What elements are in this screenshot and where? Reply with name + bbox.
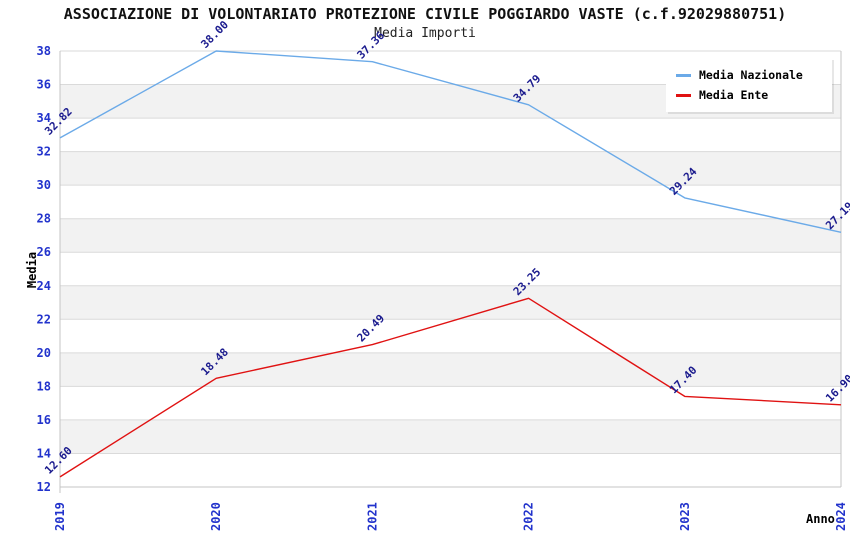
band	[60, 352, 841, 387]
y-tick-label: 16	[37, 413, 51, 427]
y-tick-label: 22	[37, 312, 51, 326]
data-label: 37.36	[355, 29, 388, 62]
chart-title: ASSOCIAZIONE DI VOLONTARIATO PROTEZIONE …	[63, 5, 787, 23]
x-tick-label: 2022	[522, 502, 536, 531]
y-tick-label: 38	[37, 44, 51, 58]
x-tick-label: 2021	[365, 502, 379, 531]
y-tick-label: 26	[37, 245, 51, 259]
band	[60, 218, 841, 253]
media-ente-swatch	[676, 93, 691, 97]
x-tick-label: 2024	[834, 502, 848, 531]
x-axis-title: Anno	[806, 512, 835, 526]
y-tick-label: 32	[37, 145, 51, 159]
y-tick-label: 18	[37, 379, 51, 393]
y-tick-label: 20	[37, 346, 51, 360]
y-tick-label: 34	[37, 111, 51, 125]
chart-legend: Media Nazionale Media Ente	[666, 58, 832, 112]
y-tick-label: 12	[37, 480, 51, 494]
media-nazionale-swatch	[676, 73, 691, 77]
series-line-media-ente	[59, 297, 842, 478]
y-tick-label: 24	[37, 279, 51, 293]
x-tick-label: 2023	[678, 502, 692, 531]
x-tick-label: 2020	[209, 502, 223, 531]
data-label: 38.00	[198, 18, 231, 51]
chart-subtitle: Media Importi	[374, 26, 476, 41]
legend-label-media-ente: Media Ente	[699, 88, 769, 102]
band	[60, 151, 841, 186]
series-line-media-nazionale	[59, 50, 842, 233]
y-tick-label: 14	[37, 446, 51, 460]
y-tick-label: 28	[37, 212, 51, 226]
y-tick-label: 36	[37, 78, 51, 92]
band	[60, 285, 841, 320]
legend-item-media-nazionale: Media Nazionale	[674, 68, 824, 82]
band	[60, 419, 841, 454]
legend-item-media-ente: Media Ente	[674, 88, 824, 102]
legend-label-media-nazionale: Media Nazionale	[699, 68, 803, 82]
y-axis-title: Media	[25, 251, 39, 289]
x-tick-label: 2019	[53, 502, 67, 531]
y-tick-label: 30	[37, 178, 51, 192]
data-label: 27.19	[823, 199, 850, 232]
